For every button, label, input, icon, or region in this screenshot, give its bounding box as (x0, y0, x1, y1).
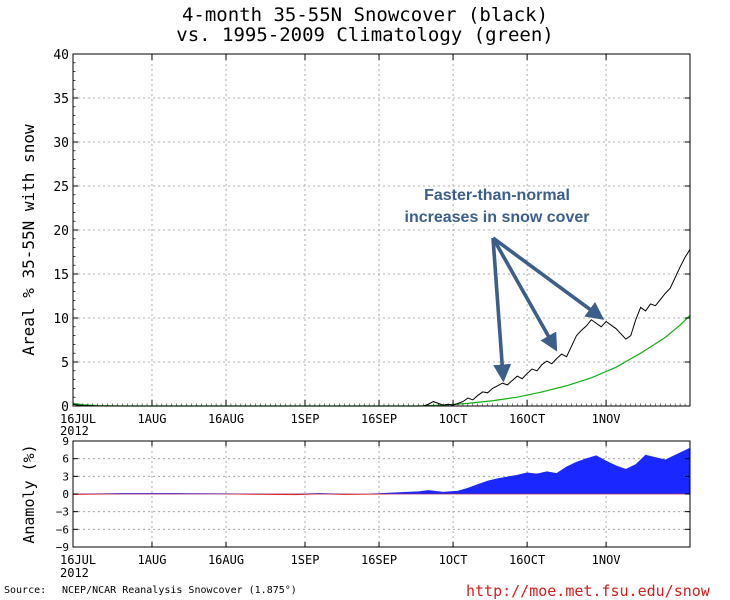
series-observed-line (72, 249, 691, 407)
x-year-label: 2012 (60, 424, 89, 438)
y-tick-label: 25 (53, 180, 69, 195)
source-label: Source: (4, 585, 47, 596)
x-tick-label: 16SEP (361, 412, 397, 426)
x-year-label: 2012 (60, 566, 89, 580)
y-tick-label: 30 (53, 136, 69, 151)
y-axis-title: Areal % 35-55N with snow (19, 124, 38, 356)
x-tick-label: 1OCT (439, 553, 468, 567)
y-tick-label: 10 (53, 312, 69, 327)
x-tick-label: 1AUG (138, 412, 167, 426)
x-tick-label: 16AUG (208, 412, 244, 426)
y-tick-label: 5 (61, 356, 69, 371)
source-url-link[interactable]: http://moe.met.fsu.edu/snow (466, 582, 710, 600)
annotation-arrow (491, 236, 605, 320)
y-tick-label: 40 (53, 48, 69, 63)
y-tick-label: 35 (53, 92, 69, 107)
y-tick-label: 0 (61, 400, 69, 415)
x-tick-label: 16JUL (60, 412, 96, 426)
x-tick-label: 1AUG (138, 553, 167, 567)
chart-title-line-1: 4-month 35-55N Snowcover (black) (181, 4, 549, 26)
y-tick-label: 0 (62, 488, 69, 501)
y-tick-label: −9 (56, 541, 69, 554)
y-axis-title: Anamoly (%) (20, 444, 38, 543)
x-tick-label: 1NOV (592, 412, 621, 426)
y-tick-label: 3 (62, 470, 69, 483)
chart-title-line-2: vs. 1995-2009 Climatology (green) (176, 24, 554, 46)
y-tick-label: −6 (56, 523, 69, 536)
x-tick-label: 16JUL (60, 553, 96, 567)
x-tick-label: 16SEP (361, 553, 397, 567)
y-tick-label: 20 (53, 224, 69, 239)
x-tick-label: 16OCT (509, 553, 545, 567)
y-tick-label: −3 (56, 506, 69, 519)
anomaly-negative-area (72, 493, 690, 496)
series-climatology-line (72, 314, 691, 407)
x-tick-label: 16OCT (509, 412, 545, 426)
x-tick-label: 1NOV (592, 553, 621, 567)
x-tick-label: 1SEP (291, 412, 320, 426)
x-tick-label: 16AUG (208, 553, 244, 567)
y-tick-label: 9 (62, 435, 69, 448)
annotation-arrow (491, 237, 512, 383)
anomaly-positive-area (72, 447, 691, 495)
annotation-arrow (491, 237, 558, 352)
annotation-text-line-2: increases in snow cover (405, 209, 590, 226)
x-tick-label: 1OCT (439, 412, 468, 426)
y-tick-label: 6 (62, 453, 69, 466)
source-text: NCEP/NCAR Reanalysis Snowcover (1.875°) (62, 585, 297, 596)
y-tick-label: 15 (53, 268, 69, 283)
annotation-text-line-1: Faster-than-normal (424, 187, 570, 204)
x-tick-label: 1SEP (291, 553, 320, 567)
plot-frame-top (72, 53, 691, 407)
